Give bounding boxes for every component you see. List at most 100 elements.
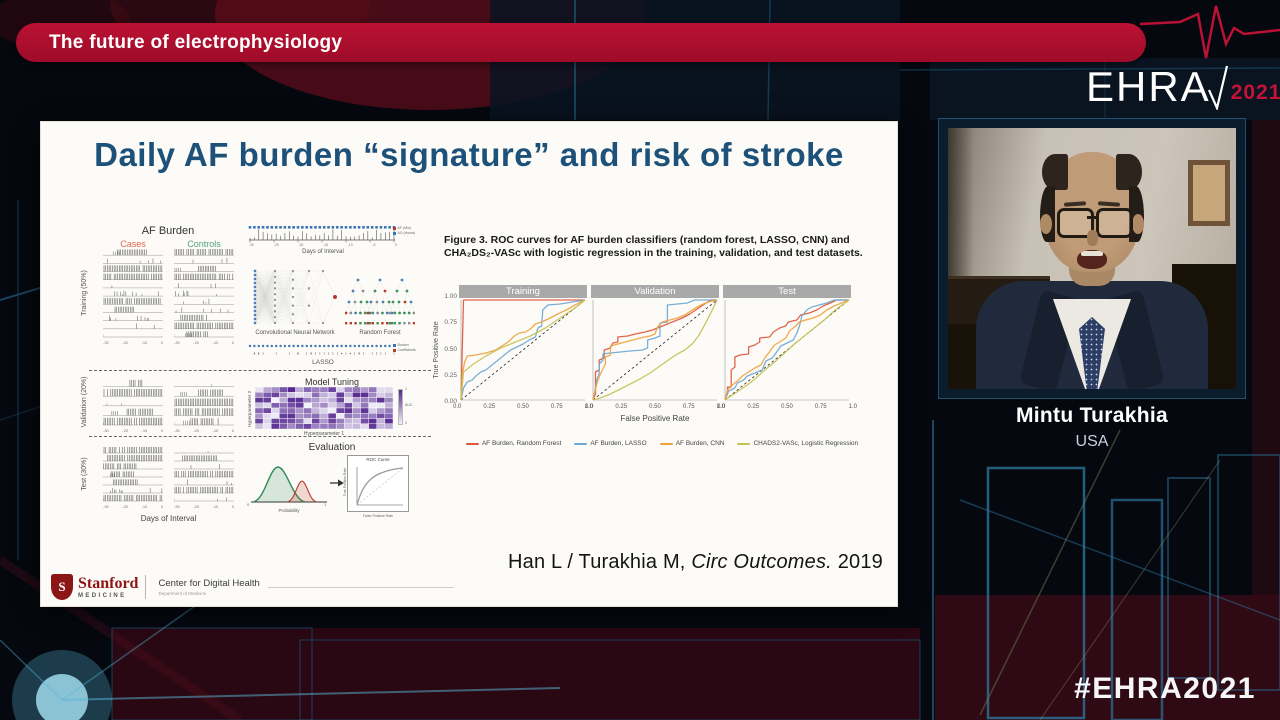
session-title: The future of electrophysiology: [49, 31, 343, 53]
tick-label: -5: [372, 243, 376, 247]
tick-label: 0.75: [444, 319, 457, 327]
roc-mini-xlabel: False Positive Rate: [362, 514, 394, 518]
roc-mini-ylabel: True Positive Rate: [343, 467, 347, 497]
slide-title: Daily AF burden “signature” and risk of …: [94, 136, 844, 173]
citation-journal: Circ Outcomes.: [691, 551, 832, 573]
model-tuning-title: Model Tuning: [304, 377, 360, 387]
tick-label: 0.75: [550, 404, 563, 410]
tick-label: -30: [174, 340, 180, 345]
legend-label: CHADS2-VASc, Logistic Regression: [753, 440, 859, 447]
tick-label: 0.0: [717, 404, 726, 410]
tick-label: -20: [122, 428, 129, 433]
probability-label: Probability: [278, 508, 300, 513]
tick-label: 0.25: [483, 404, 496, 410]
legend-item: AF Burden, CNN: [659, 440, 724, 447]
legend-swatch: [574, 442, 588, 445]
tick-label: 1.0: [716, 404, 725, 410]
tick-label: 1.0: [584, 404, 593, 410]
tick-label: -25: [273, 243, 279, 247]
tick-label: -10: [212, 504, 219, 509]
legend-swatch: [393, 348, 396, 352]
tick-label: -20: [193, 340, 200, 345]
ticks-row: -30 -20 -10 0: [103, 428, 163, 433]
picture-frame: [1188, 160, 1230, 226]
glasses-lens-right: [1096, 208, 1133, 238]
tick-label: -30: [174, 504, 180, 509]
stanford-dept: Department of Medicine: [158, 591, 207, 596]
ticks-row: -30 -20 -10 0: [174, 504, 234, 509]
speaker-country: USA: [1075, 433, 1109, 450]
tick-label: 0.75: [682, 404, 695, 410]
citation-authors: Han L / Turakhia M,: [507, 551, 692, 573]
event-hashtag: #EHRA2021: [1074, 672, 1256, 705]
speaker-video: [948, 128, 1236, 389]
lasso-legend: Burden Coefficients: [393, 343, 416, 352]
legend-label: AF (Min): [397, 226, 411, 230]
tick-label: -20: [193, 428, 200, 433]
roc-mini-title: ROC Curve: [366, 457, 390, 462]
roc-curve-mini: ROC Curve: [347, 455, 409, 512]
tick-label: 0: [395, 243, 397, 247]
legend-label: AO (Hours): [397, 231, 416, 235]
ehra-logo: EHRA 2021: [1086, 63, 1280, 110]
day-strip-legend: AF (Min) AO (Hours): [393, 226, 415, 235]
tick-label: -10: [141, 340, 148, 345]
ehra-check-icon: [1207, 65, 1228, 110]
ticks-row: -30 -20 -10 0: [103, 504, 163, 509]
roc-panel-header-training: Training: [459, 285, 587, 298]
tick-label: 0.50: [517, 404, 529, 410]
tick-label: -10: [347, 243, 353, 247]
tick-label: 0.0: [585, 404, 594, 410]
ehra-wordmark: EHRA: [1086, 63, 1211, 110]
legend-swatch: [393, 343, 396, 347]
tick-label: 0.75: [814, 404, 827, 410]
figure3-caption: Figure 3. ROC curves for AF burden class…: [444, 234, 863, 260]
tick-label: -20: [193, 504, 200, 509]
ticks-row: -30 -25 -20 -15 -10 -5 0: [249, 243, 397, 247]
auc-colorbar: [398, 389, 403, 425]
speaker-name: Mintu Turakhia: [1016, 404, 1168, 427]
legend-swatch: [393, 231, 396, 235]
ecg-trace-icon: [1140, 5, 1280, 59]
tick-label: 0.00: [444, 398, 457, 405]
ear-right: [1132, 214, 1144, 234]
tick-label: -10: [141, 504, 148, 509]
tick-label: -20: [122, 504, 129, 509]
nose: [1087, 230, 1098, 246]
legend-swatch: [393, 226, 396, 230]
tick-label: 0.50: [781, 404, 793, 410]
tick-label: 1.0: [848, 404, 857, 410]
tick-label: -20: [122, 340, 129, 345]
tick-label: -10: [212, 428, 219, 433]
teeth: [1081, 251, 1103, 256]
tick-label: 0.0: [453, 404, 462, 410]
stanford-division: MEDICINE: [78, 592, 127, 599]
footer-rule: [267, 586, 454, 588]
legend-item: AF Burden, Random Forest: [465, 440, 561, 447]
legend-swatch: [737, 442, 751, 445]
density-axis-max: 1: [324, 502, 327, 507]
stanford-name: Stanford: [78, 574, 139, 592]
roc-panel-header-validation: Validation: [591, 285, 719, 298]
tick-label: 0: [231, 504, 234, 509]
legend-item: AO (Hours): [393, 231, 415, 235]
ticks-row: 0.0 0.25 0.50 0.75 1.0: [585, 404, 725, 410]
af-burden-figure-title: AF Burden: [141, 225, 195, 237]
tick-label: -20: [298, 243, 304, 247]
roc-legend: AF Burden, Random Forest AF Burden, LASSO…: [436, 440, 888, 447]
colorbar-max: 1: [405, 387, 407, 391]
roc-panel-training: [459, 298, 587, 402]
heatmap-ylabel: Hyperparameter 2: [247, 390, 252, 428]
speaker-caption: Mintu Turakhia USA: [938, 404, 1246, 451]
tick-label: -30: [103, 340, 109, 345]
session-title-banner: The future of electrophysiology: [16, 23, 1146, 62]
ehra-year: 2021: [1230, 81, 1280, 104]
tick-label: 0.50: [649, 404, 661, 410]
ticks-row: 0.0 0.25 0.50 0.75 1.0: [453, 404, 593, 410]
tick-label: 0.50: [444, 345, 457, 353]
legend-label: Burden: [397, 343, 409, 347]
legend-item: AF Burden, LASSO: [574, 440, 647, 447]
roc-panel-validation: [591, 298, 719, 402]
roc-panel-header-test: Test: [723, 285, 851, 298]
tick-label: 0.25: [747, 404, 760, 410]
